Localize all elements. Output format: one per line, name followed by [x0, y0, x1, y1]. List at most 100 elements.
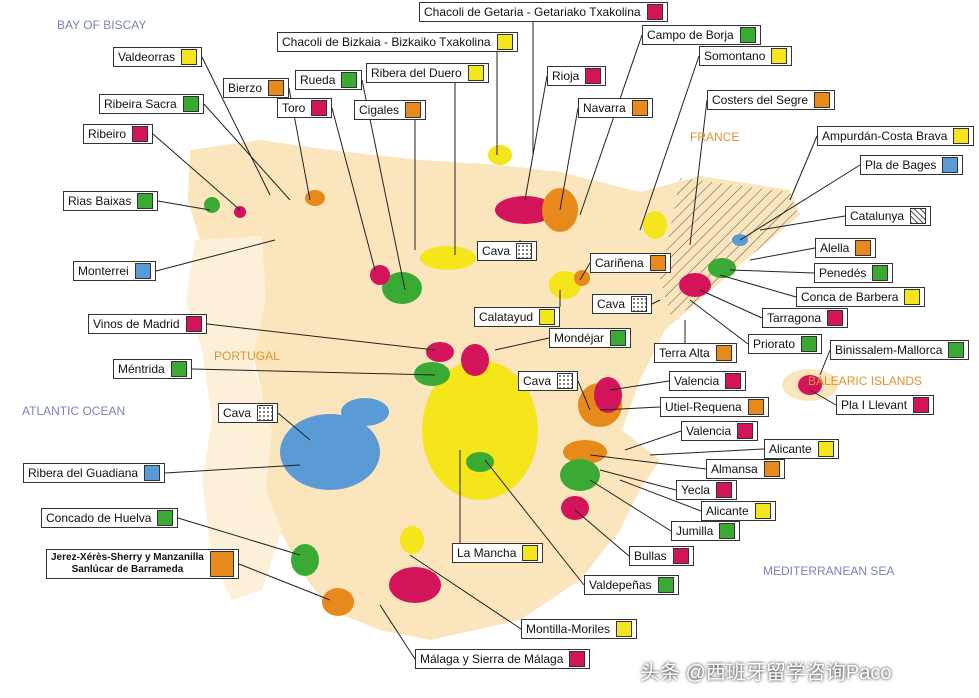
label-text: Ampurdán-Costa Brava [822, 129, 948, 143]
label-text: Alella [820, 241, 850, 255]
leader-line [599, 406, 661, 411]
label-text: Vinos de Madrid [93, 317, 180, 331]
label-box: Méntrida [113, 359, 192, 379]
label-text: Costers del Segre [712, 93, 809, 107]
label-text: Rias Baixas [68, 194, 132, 208]
label-box: Ribeira Sacra [99, 94, 204, 114]
label-box: Cava [592, 294, 653, 314]
leader-line [579, 34, 643, 216]
leader-line [649, 448, 765, 456]
label-box: Somontano [699, 46, 793, 66]
leader-line [164, 464, 301, 474]
leader-line [559, 107, 579, 211]
leader-line [689, 99, 708, 246]
label-text: Alicante [706, 504, 749, 518]
legend-swatch [719, 523, 736, 539]
label-text: Jumilla [676, 524, 714, 538]
legend-swatch [814, 92, 831, 108]
label-box: Mondéjar [549, 328, 632, 348]
label-box: Catalunya [845, 206, 932, 226]
legend-swatch [405, 102, 422, 118]
legend-swatch [739, 27, 756, 43]
legend-swatch [754, 503, 771, 519]
legend-swatch [904, 289, 921, 305]
label-box: Pla de Bages [860, 155, 964, 175]
label-text: Valdeorras [118, 50, 176, 64]
leader-line [277, 412, 311, 441]
regions [204, 145, 822, 616]
leader-line [152, 133, 241, 211]
label-box: Utiel-Requena [660, 397, 769, 417]
legend-swatch [569, 651, 586, 667]
legend-swatch [942, 157, 959, 173]
leader-line [589, 454, 707, 470]
watermark: 头条 @西班牙留学咨询Paco [640, 662, 892, 684]
legend-swatch [616, 621, 633, 637]
legend-swatch [181, 49, 198, 65]
legend-swatch [872, 265, 889, 281]
label-box: Almansa [706, 459, 785, 479]
leader-line [699, 289, 763, 319]
label-text: Málaga y Sierra de Málaga [420, 652, 564, 666]
leader-line [409, 554, 522, 630]
legend-swatch [771, 48, 788, 64]
label-box: Concado de Huelva [41, 508, 179, 528]
label-box: Alella [815, 238, 877, 258]
leader-line [809, 389, 837, 406]
sea-label: BALEARIC ISLANDS [808, 374, 923, 388]
label-box: Málaga y Sierra de Málaga [415, 649, 591, 669]
legend-swatch [646, 4, 663, 20]
label-text: Navarra [583, 101, 626, 115]
legend-swatch [910, 208, 927, 224]
label-box: Chacoli de Getaria - Getariako Txakolina [419, 2, 668, 22]
label-box: Bierzo [223, 78, 290, 98]
legend-swatch [157, 510, 174, 526]
label-text: Chacoli de Getaria - Getariako Txakolina [424, 5, 641, 19]
label-box: Pla I Llevant [836, 395, 935, 415]
label-text: Campo de Borja [647, 28, 734, 42]
label-box: Valdepeñas [584, 575, 679, 595]
label-text: Pla de Bages [865, 158, 937, 172]
legend-swatch [855, 240, 872, 256]
label-box: Alicante [764, 439, 839, 459]
legend-swatch [631, 296, 648, 312]
label-box: Cava [218, 403, 279, 423]
leader-line [191, 368, 436, 376]
leader-line [589, 479, 672, 532]
leader-line [331, 107, 376, 271]
label-text: Catalunya [850, 209, 905, 223]
label-text: Ribeira Sacra [104, 97, 177, 111]
label-text: Concado de Huelva [46, 511, 152, 525]
sea-label: MEDITERRANEAN SEA [763, 564, 895, 578]
label-text: Ribera del Guadiana [28, 466, 139, 480]
label-box: Conca de Barbera [796, 287, 926, 307]
leader-line [789, 135, 818, 201]
legend-swatch [257, 405, 274, 421]
label-box: Toro [277, 98, 333, 118]
leader-line [177, 517, 301, 556]
label-box: Jumilla [671, 521, 741, 541]
label-box: Calatayud [474, 307, 561, 327]
leader-line [639, 55, 700, 231]
legend-swatch [801, 336, 818, 352]
label-box: Montilla-Moriles [521, 619, 638, 639]
label-text: Valencia [674, 374, 720, 388]
label-box: Penedés [814, 263, 894, 283]
legend-swatch [182, 96, 199, 112]
legend-swatch [144, 465, 161, 481]
label-box: Valencia [669, 371, 747, 391]
label-box: Tarragona [762, 308, 849, 328]
label-text: Méntrida [118, 362, 165, 376]
label-text: Almansa [711, 462, 758, 476]
label-text: Binissalem-Mallorca [835, 343, 943, 357]
leader-line [484, 459, 585, 586]
label-box: Navarra [578, 98, 653, 118]
sea-label: FRANCE [690, 130, 740, 144]
leader-line [619, 479, 702, 512]
leader-line [739, 164, 861, 241]
legend-swatch [913, 397, 930, 413]
leader-line [729, 269, 815, 274]
leader-line [203, 103, 291, 201]
label-box: Cariñena [590, 253, 671, 273]
legend-swatch [827, 310, 844, 326]
